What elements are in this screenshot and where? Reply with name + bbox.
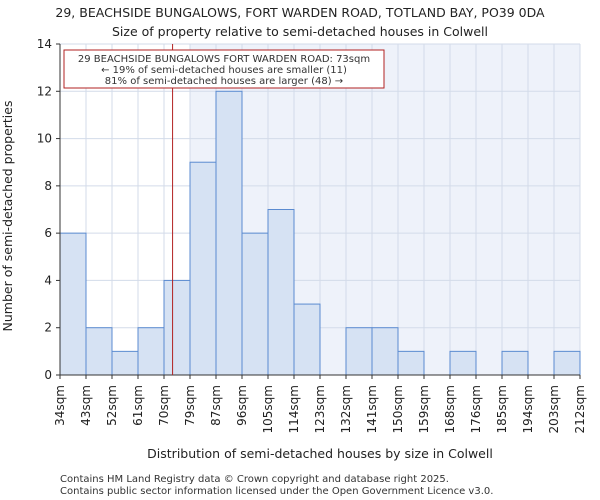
x-axis-label: Distribution of semi-detached houses by …: [147, 446, 493, 461]
y-tick-label: 8: [44, 179, 52, 193]
x-tick-label: 114sqm: [287, 385, 301, 433]
bar-70sqm: [163, 279, 191, 376]
y-tick-label: 6: [44, 226, 52, 240]
bar-168sqm: [449, 350, 477, 376]
x-tick-label: 123sqm: [313, 385, 327, 433]
x-tick-label: 96sqm: [235, 385, 249, 426]
footer-line-1: Contains HM Land Registry data © Crown c…: [60, 474, 449, 485]
x-tick-label: 141sqm: [365, 385, 379, 433]
y-tick-label: 0: [44, 368, 52, 382]
x-tick-label: 34sqm: [53, 385, 67, 426]
x-tick-label: 132sqm: [339, 385, 353, 433]
bar-43sqm: [85, 327, 113, 376]
plot-area: 0 2 4 6 8 10 12 14 34sqm 43sqm 52sqm 61sqm 70sqm 79sq…: [37, 37, 587, 433]
bar-79sqm: [189, 161, 217, 376]
bar-61sqm: [137, 327, 165, 376]
bar-203sqm: [553, 350, 581, 376]
chart-title: 29, BEACHSIDE BUNGALOWS, FORT WARDEN ROA…: [55, 5, 545, 20]
y-tick-label: 14: [37, 37, 52, 51]
x-tick-label: 203sqm: [547, 385, 561, 433]
bar-96sqm: [241, 232, 269, 376]
chart-subtitle: Size of property relative to semi-detach…: [112, 24, 488, 39]
bar-132sqm: [345, 327, 373, 376]
y-tick-label: 12: [37, 84, 52, 98]
x-tick-label: 212sqm: [573, 385, 587, 433]
x-tick-label: 176sqm: [469, 385, 483, 433]
annotation-line-1: 29 BEACHSIDE BUNGALOWS FORT WARDEN ROAD:…: [78, 54, 370, 65]
x-tick-label: 43sqm: [79, 385, 93, 426]
footer-line-2: Contains public sector information licen…: [60, 486, 493, 497]
x-tick-label: 185sqm: [495, 385, 509, 433]
x-tick-label: 194sqm: [521, 385, 535, 433]
x-tick-label: 79sqm: [183, 385, 197, 426]
y-tick-label: 4: [44, 273, 52, 287]
x-tick-label: 150sqm: [391, 385, 405, 433]
bar-105sqm: [267, 209, 295, 376]
annotation-line-2: ← 19% of semi-detached houses are smalle…: [101, 65, 347, 76]
y-axis-label: Number of semi-detached properties: [0, 101, 15, 332]
x-tick-label: 61sqm: [131, 385, 145, 426]
bar-52sqm: [111, 350, 139, 376]
x-tick-label: 168sqm: [443, 385, 457, 433]
annotation-box: [63, 49, 385, 89]
x-tick-label: 105sqm: [261, 385, 275, 433]
bar-87sqm: [215, 90, 243, 376]
annotation-line-3: 81% of semi-detached houses are larger (…: [105, 76, 343, 87]
x-tick-label: 159sqm: [417, 385, 431, 433]
bar-141sqm: [371, 327, 399, 376]
bar-34sqm: [59, 232, 87, 376]
bar-150sqm: [397, 350, 425, 376]
y-tick-label: 2: [44, 321, 52, 335]
bar-114sqm: [293, 303, 321, 376]
bar-185sqm: [501, 350, 529, 376]
y-tick-label: 10: [37, 132, 52, 146]
x-tick-label: 52sqm: [105, 385, 119, 426]
x-tick-label: 70sqm: [157, 385, 171, 426]
x-tick-label: 87sqm: [209, 385, 223, 426]
